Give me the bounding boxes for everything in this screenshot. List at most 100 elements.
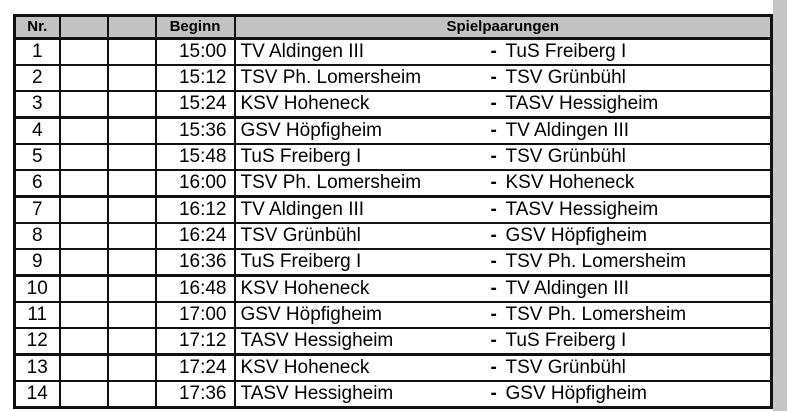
empty-cell	[106, 37, 157, 66]
header-row: Nr. Beginn Spielpaarungen	[13, 14, 773, 40]
table-row: 5 15:48 TuS Freiberg I - TSV Grünbühl	[13, 143, 773, 171]
match-number: 7	[13, 195, 61, 224]
empty-cell	[58, 353, 109, 382]
start-time: 16:12	[154, 195, 236, 224]
scan-margin-strip	[773, 0, 787, 411]
home-team: TV Aldingen III	[240, 41, 365, 62]
empty-cell	[106, 301, 157, 329]
pairing-separator: -	[490, 330, 497, 351]
pairing-separator: -	[490, 251, 497, 272]
match-number: 9	[13, 248, 61, 277]
away-team: GSV Höpfigheim	[505, 383, 648, 404]
away-team: KSV Hoheneck	[505, 172, 635, 193]
empty-cell	[106, 380, 157, 409]
start-time: 17:12	[154, 327, 236, 356]
empty-cell	[58, 64, 109, 92]
match-pairing: KSV Hoheneck - TASV Hessigheim	[233, 90, 773, 119]
empty-cell	[106, 143, 157, 171]
home-team: TV Aldingen III	[240, 199, 365, 220]
header-spielpaarungen: Spielpaarungen	[233, 14, 773, 40]
match-pairing: TSV Grünbühl - GSV Höpfigheim	[233, 222, 773, 250]
pairing-separator: -	[490, 304, 497, 325]
start-time: 17:00	[154, 301, 236, 329]
match-pairing: TV Aldingen III - TuS Freiberg I	[233, 37, 773, 66]
empty-cell	[58, 274, 109, 303]
match-number: 1	[13, 37, 61, 66]
match-pairing: GSV Höpfigheim - TV Aldingen III	[233, 116, 773, 145]
match-number: 14	[13, 380, 61, 409]
table-row: 7 16:12 TV Aldingen III - TASV Hessigheim	[13, 195, 773, 224]
empty-cell	[106, 90, 157, 119]
match-number: 2	[13, 64, 61, 92]
home-team: TSV Ph. Lomersheim	[240, 172, 422, 193]
away-team: TV Aldingen III	[505, 120, 630, 141]
away-team: TSV Ph. Lomersheim	[505, 251, 687, 272]
away-team: TSV Grünbühl	[505, 357, 626, 378]
table-row: 6 16:00 TSV Ph. Lomersheim - KSV Hoheneck	[13, 169, 773, 198]
pairing-separator: -	[490, 93, 497, 114]
away-team: TASV Hessigheim	[505, 199, 659, 220]
empty-cell	[58, 222, 109, 250]
match-pairing: KSV Hoheneck - TV Aldingen III	[233, 274, 773, 303]
match-pairing: TASV Hessigheim - GSV Höpfigheim	[233, 380, 773, 409]
header-nr: Nr.	[13, 14, 61, 40]
home-team: TSV Grünbühl	[240, 225, 361, 246]
header-empty-1	[58, 14, 109, 40]
start-time: 16:24	[154, 222, 236, 250]
match-number: 10	[13, 274, 61, 303]
pairing-separator: -	[490, 278, 497, 299]
home-team: TASV Hessigheim	[240, 383, 394, 404]
match-number: 12	[13, 327, 61, 356]
pairing-separator: -	[490, 41, 497, 62]
pairing-separator: -	[490, 67, 497, 88]
empty-cell	[58, 116, 109, 145]
empty-cell	[58, 380, 109, 409]
pairing-separator: -	[490, 199, 497, 220]
start-time: 17:24	[154, 353, 236, 382]
header-beginn: Beginn	[154, 14, 236, 40]
empty-cell	[58, 143, 109, 171]
match-number: 4	[13, 116, 61, 145]
pairing-separator: -	[490, 120, 497, 141]
table-row: 11 17:00 GSV Höpfigheim - TSV Ph. Lomershe…	[13, 301, 773, 329]
match-pairing: TSV Ph. Lomersheim - KSV Hoheneck	[233, 169, 773, 198]
schedule-table: Nr. Beginn Spielpaarungen 1 15:00 TV Ald…	[13, 14, 773, 409]
table-row: 12 17:12 TASV Hessigheim - TuS Freiberg I	[13, 327, 773, 356]
empty-cell	[106, 195, 157, 224]
empty-cell	[58, 169, 109, 198]
match-pairing: TV Aldingen III - TASV Hessigheim	[233, 195, 773, 224]
home-team: GSV Höpfigheim	[240, 120, 383, 141]
home-team: TASV Hessigheim	[240, 330, 394, 351]
table-row: 14 17:36 TASV Hessigheim - GSV Höpfigheim	[13, 380, 773, 409]
empty-cell	[58, 90, 109, 119]
match-number: 3	[13, 90, 61, 119]
start-time: 16:36	[154, 248, 236, 277]
away-team: TASV Hessigheim	[505, 93, 659, 114]
start-time: 16:00	[154, 169, 236, 198]
away-team: TV Aldingen III	[505, 278, 630, 299]
start-time: 15:00	[154, 37, 236, 66]
empty-cell	[58, 195, 109, 224]
empty-cell	[106, 248, 157, 277]
pairing-separator: -	[490, 172, 497, 193]
home-team: TSV Ph. Lomersheim	[240, 67, 422, 88]
match-pairing: TASV Hessigheim - TuS Freiberg I	[233, 327, 773, 356]
start-time: 16:48	[154, 274, 236, 303]
table-row: 4 15:36 GSV Höpfigheim - TV Aldingen III	[13, 116, 773, 145]
pairing-separator: -	[490, 383, 497, 404]
table-row: 3 15:24 KSV Hoheneck - TASV Hessigheim	[13, 90, 773, 119]
table-row: 1 15:00 TV Aldingen III - TuS Freiberg I	[13, 37, 773, 66]
start-time: 15:48	[154, 143, 236, 171]
header-empty-2	[106, 14, 157, 40]
empty-cell	[106, 274, 157, 303]
empty-cell	[106, 64, 157, 92]
pairing-separator: -	[490, 146, 497, 167]
empty-cell	[58, 248, 109, 277]
home-team: KSV Hoheneck	[240, 93, 370, 114]
start-time: 15:36	[154, 116, 236, 145]
match-number: 11	[13, 301, 61, 329]
away-team: TuS Freiberg I	[505, 330, 627, 351]
table-row: 9 16:36 TuS Freiberg I - TSV Ph. Lomershei…	[13, 248, 773, 277]
match-number: 13	[13, 353, 61, 382]
